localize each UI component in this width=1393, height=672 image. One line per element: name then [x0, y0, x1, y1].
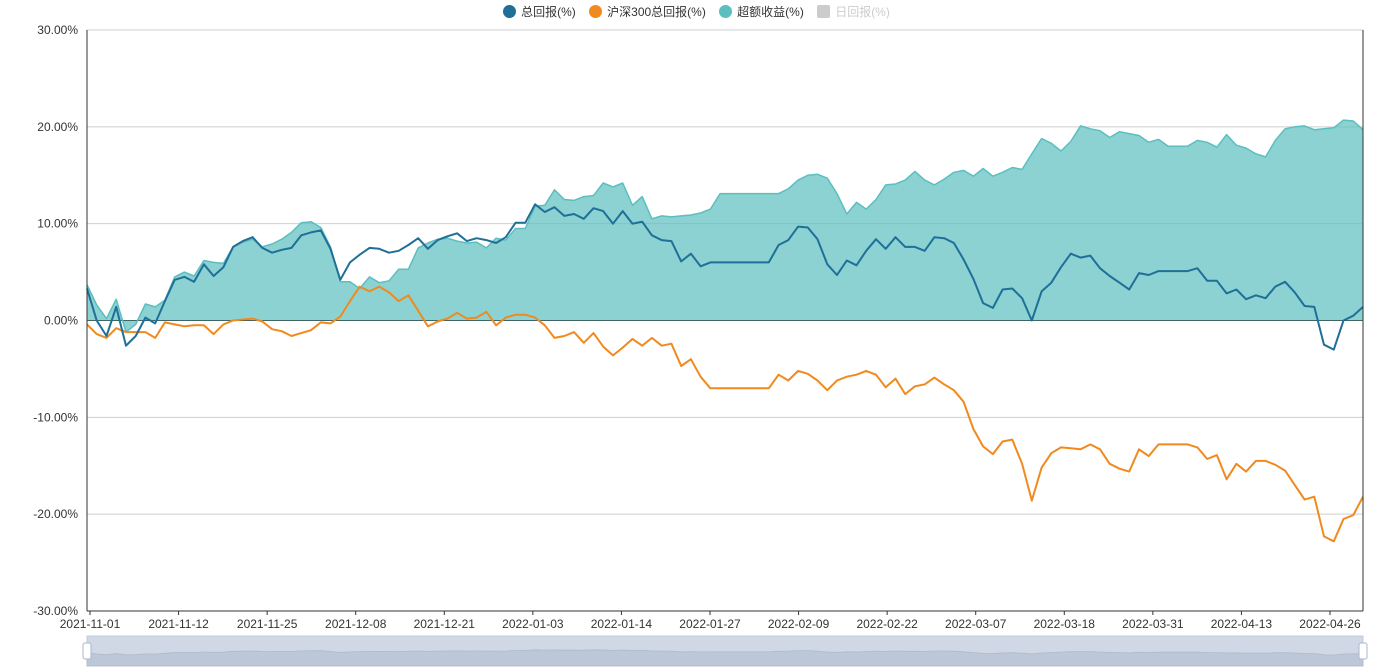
- y-tick-label: -10.00%: [33, 410, 78, 424]
- excess-return-area: [87, 120, 1363, 333]
- y-tick-label: -30.00%: [33, 604, 78, 618]
- x-tick-label: 2021-12-21: [414, 617, 476, 631]
- x-tick-label: 2021-11-12: [148, 617, 209, 631]
- y-tick-label: 30.00%: [37, 23, 78, 37]
- legend-marker-daily-return: [817, 5, 831, 18]
- legend-label-csi300-return: 沪深300总回报(%): [607, 5, 706, 19]
- datazoom-right-handle[interactable]: [1358, 642, 1368, 660]
- legend-label-daily-return: 日回报(%): [835, 5, 890, 19]
- datazoom-selected-range[interactable]: [87, 636, 1363, 666]
- x-tick-label: 2021-11-01: [60, 617, 121, 631]
- x-tick-label: 2021-12-08: [325, 617, 387, 631]
- x-tick-label: 2022-04-26: [1299, 617, 1361, 631]
- x-tick-label: 2022-01-03: [502, 617, 564, 631]
- total-return-line: [86, 203, 1364, 351]
- x-tick-label: 2022-02-22: [856, 617, 918, 631]
- y-tick-label: 10.00%: [37, 217, 78, 231]
- legend-label-total-return: 总回报(%): [521, 5, 576, 19]
- y-tick-label: 0.00%: [44, 314, 78, 328]
- legend-marker-total-return: [503, 5, 517, 18]
- x-tick-label: 2022-02-09: [768, 617, 830, 631]
- legend-marker-csi300-return: [589, 5, 603, 18]
- legend-item-daily-return[interactable]: 日回报(%): [817, 3, 890, 20]
- legend-label-excess-return: 超额收益(%): [737, 5, 804, 19]
- x-tick-label: 2022-03-07: [945, 617, 1007, 631]
- x-tick-label: 2022-03-18: [1034, 617, 1096, 631]
- x-tick-label: 2021-11-25: [237, 617, 298, 631]
- x-tick-label: 2022-01-27: [679, 617, 741, 631]
- chart-legend: 总回报(%) 沪深300总回报(%) 超额收益(%) 日回报(%): [0, 3, 1393, 21]
- x-tick-label: 2022-03-31: [1122, 617, 1184, 631]
- csi300-return-line: [86, 285, 1364, 543]
- x-tick-label: 2022-01-14: [591, 617, 653, 631]
- datazoom-preview: [86, 649, 1364, 667]
- legend-item-excess-return[interactable]: 超额收益(%): [719, 3, 804, 20]
- y-tick-label: -20.00%: [33, 507, 78, 521]
- legend-marker-excess-return: [719, 5, 733, 18]
- axes-layer: 30.00% 20.00% 10.00% 0.00% -10.00% -20.00% -30…: [33, 23, 1364, 631]
- datazoom-left-handle[interactable]: [82, 642, 92, 660]
- legend-item-csi300-return[interactable]: 沪深300总回报(%): [589, 3, 706, 20]
- datazoom-slider[interactable]: [82, 635, 1368, 667]
- legend-item-total-return[interactable]: 总回报(%): [503, 3, 576, 20]
- y-tick-label: 20.00%: [37, 120, 78, 134]
- x-tick-label: 2022-04-13: [1211, 617, 1273, 631]
- excess-return-line: [86, 119, 1364, 333]
- series-lines-layer: [86, 119, 1364, 543]
- excess-return-area-layer: [87, 120, 1363, 333]
